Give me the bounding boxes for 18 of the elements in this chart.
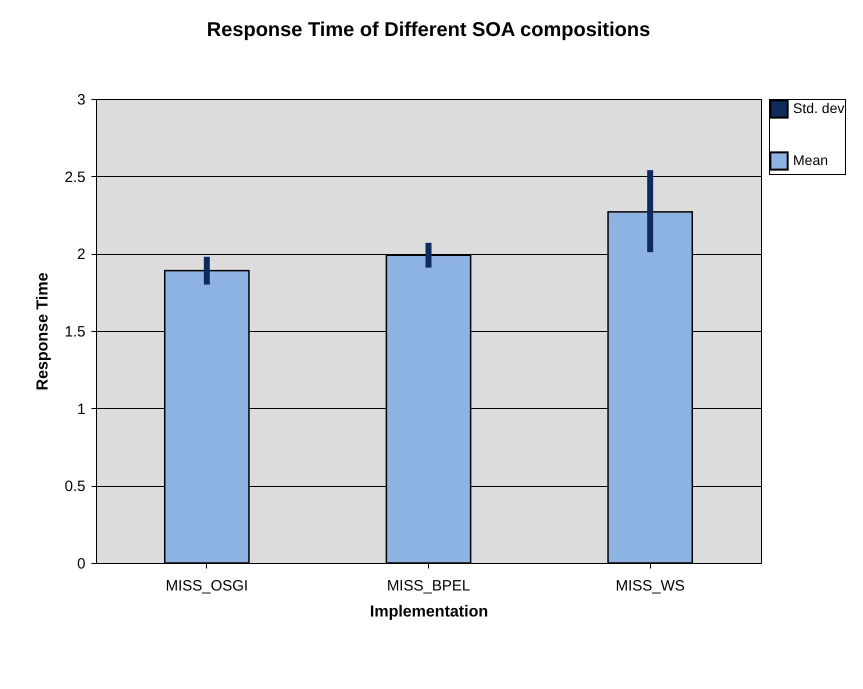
y-tick-label: 1.5	[64, 324, 86, 340]
x-tick-label: MISS_WS	[616, 578, 685, 594]
y-tick-label: 2	[77, 246, 86, 264]
x-tick-label: MISS_OSGI	[166, 578, 248, 594]
y-tick-label: 0.5	[64, 478, 86, 496]
y-tick-label: 0	[77, 556, 86, 572]
x-tick-label: MISS_BPEL	[386, 578, 470, 594]
legend-label: Std. dev	[793, 100, 844, 116]
y-axis-title: Response Time	[34, 272, 52, 390]
legend-label: Mean	[793, 152, 828, 168]
y-tick-label: 2.5	[64, 168, 86, 186]
y-tick-label: 3	[77, 92, 86, 108]
chart-title: Response Time of Different SOA compositions	[206, 19, 650, 41]
bar	[647, 170, 654, 252]
bar	[204, 256, 210, 285]
x-axis-title: Implementation	[370, 604, 488, 620]
bar	[426, 242, 432, 268]
y-tick-label: 1	[77, 400, 86, 418]
